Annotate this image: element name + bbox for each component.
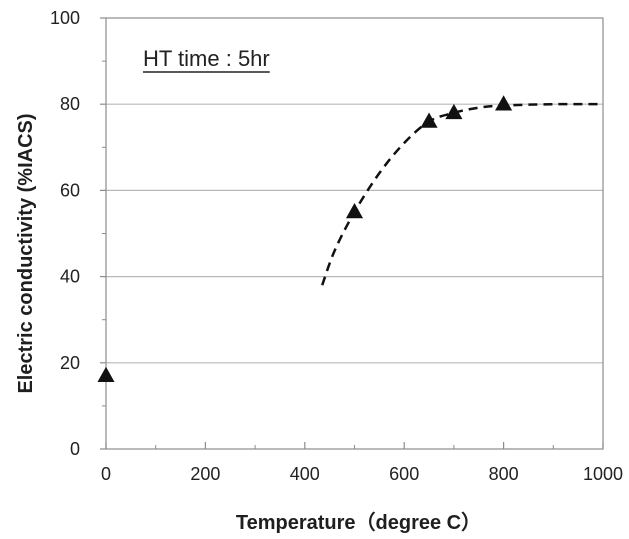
annotation-label: HT time : 5hr	[143, 46, 270, 71]
data-point-2	[345, 202, 364, 219]
y-tick-label-60: 60	[60, 180, 80, 200]
x-tick-label-400: 400	[290, 464, 320, 484]
y-tick-label-40: 40	[60, 267, 80, 287]
y-axis-title: Electric conductivity (%IACS)	[15, 113, 37, 393]
y-tick-label-0: 0	[70, 439, 80, 459]
y-tick-label-80: 80	[60, 94, 80, 114]
x-tick-label-0: 0	[101, 464, 111, 484]
y-tick-label-100: 100	[50, 8, 80, 28]
plot-frame	[105, 17, 604, 450]
y-tick-label-20: 20	[60, 353, 80, 373]
x-tick-label-1000: 1000	[583, 464, 623, 484]
fit-curve-group	[321, 102, 604, 286]
axes	[100, 17, 604, 450]
x-axis-title: Temperature（degree C）	[236, 511, 481, 534]
fit-curve	[321, 102, 604, 286]
data-point-4	[445, 103, 463, 120]
data-point-3	[420, 112, 438, 128]
data-points	[97, 95, 513, 383]
x-tick-label-200: 200	[190, 464, 220, 484]
x-tick-label-800: 800	[489, 464, 519, 484]
data-point-5	[495, 95, 513, 111]
gridlines	[106, 103, 603, 364]
data-point-1	[97, 366, 115, 383]
x-tick-label-600: 600	[389, 464, 419, 484]
